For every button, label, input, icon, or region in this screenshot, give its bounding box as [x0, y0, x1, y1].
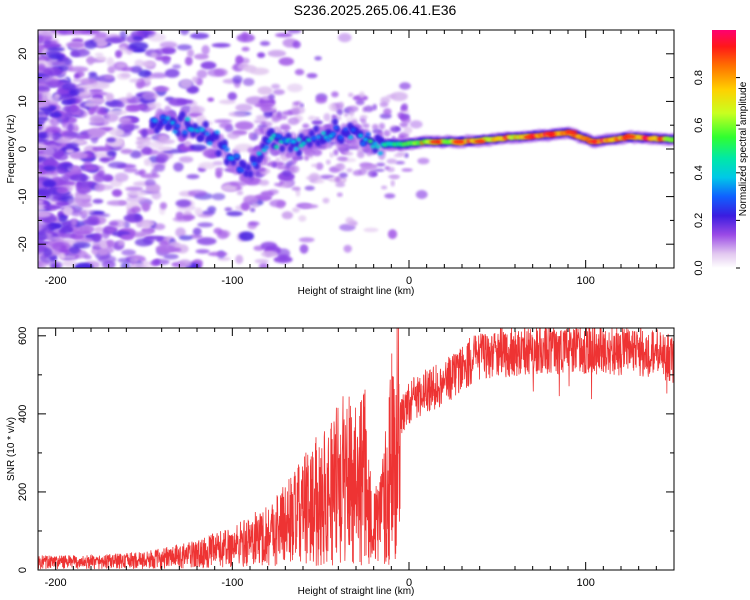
colorbar-tick-label: 0.4: [693, 165, 705, 180]
y-tick-label: 10: [17, 95, 29, 107]
x-tick-label: 100: [576, 577, 594, 589]
x-tick-label: 100: [576, 275, 594, 287]
colorbar-tick-label: 0.8: [693, 70, 705, 85]
x-axis-label: Height of straight line (km): [298, 286, 415, 297]
colorbar-gradient: [712, 30, 736, 268]
snr-plot: -200 -100 0 100 0 200 400 600 Height of straight…: [6, 327, 675, 597]
x-tick-label: 0: [406, 577, 412, 589]
colorbar-tick-label: 0.2: [693, 213, 705, 228]
colorbar-tick-label: 0.6: [693, 118, 705, 133]
x-tick-label: 0: [406, 275, 412, 287]
y-tick-label: 20: [17, 48, 29, 60]
y-tick-label: -10: [17, 189, 29, 205]
y-axis-label: SNR (10 * v/v): [6, 417, 17, 481]
x-tick-label: -100: [221, 577, 243, 589]
chart-title: S236.2025.265.06.41.E36: [293, 2, 457, 18]
spectrogram-field: [38, 30, 674, 268]
snr-series-line: [38, 328, 674, 570]
x-tick-label: -200: [45, 275, 67, 287]
colorbar-label: Normalized spectral amplitude: [738, 81, 749, 216]
colorbar-tick-label: 0.0: [693, 260, 705, 275]
y-tick-label: 600: [17, 327, 29, 345]
y-tick-label: 0: [17, 146, 29, 152]
x-axis-label: Height of straight line (km): [298, 586, 415, 597]
y-tick-label: 400: [17, 405, 29, 423]
y-axis-label: Frequency (Hz): [6, 115, 17, 184]
y-tick-label: 200: [17, 483, 29, 501]
y-tick-label: -20: [17, 236, 29, 252]
x-tick-label: -200: [45, 577, 67, 589]
colorbar: 0.0 0.2 0.4 0.6 0.8 Normalized spectral ampli…: [693, 30, 749, 276]
x-tick-label: -100: [221, 275, 243, 287]
y-tick-label: 0: [17, 567, 29, 573]
